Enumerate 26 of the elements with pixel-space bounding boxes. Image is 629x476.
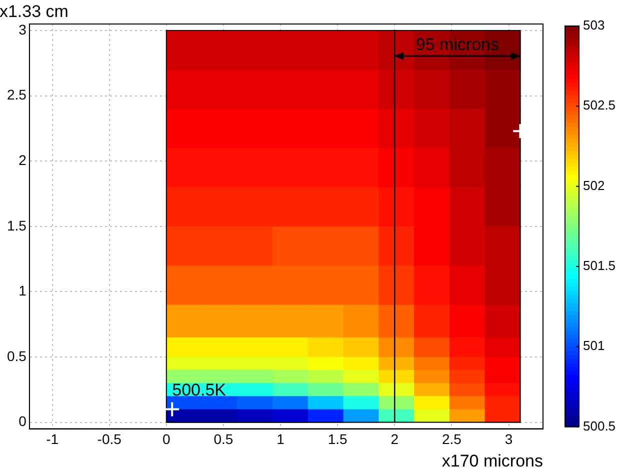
color-bar-label: 501.5: [583, 258, 616, 274]
y-tick-label: 2: [18, 152, 27, 168]
y-tick-label: 1: [18, 282, 27, 299]
y-tick-label: 0: [18, 413, 27, 430]
annotation: 500.5K: [172, 380, 227, 400]
color-bar-label: 501: [583, 338, 605, 354]
color-bar-label: 502: [583, 178, 605, 193]
x-tick-label: 3: [504, 431, 513, 448]
color-bar-label: 500.5: [583, 418, 616, 434]
color-bar-label: 503: [583, 18, 605, 33]
y-tick-label: 2.5: [6, 86, 27, 103]
x-tick-label: 0.5: [214, 431, 234, 448]
x-tick-label: 2.5: [442, 431, 462, 448]
x-tick-label: 2: [390, 431, 399, 448]
y-tick-label: 1.5: [6, 217, 27, 234]
y-tick-label: 0.5: [6, 348, 27, 364]
x-tick-label: -0.5: [97, 431, 122, 448]
x-axis-title: x170 microns: [442, 451, 543, 470]
color-bar-label: 502.5: [583, 98, 616, 113]
x-tick-label: 1: [276, 431, 285, 448]
y-tick-label: 3: [18, 21, 27, 38]
x-tick-label: -1: [46, 431, 59, 448]
x-tick-label: 0: [162, 431, 171, 448]
y-axis-title: x1.33 cm: [0, 2, 68, 22]
annotation: 95 microns: [416, 35, 499, 54]
x-tick-label: 1.5: [328, 431, 348, 448]
